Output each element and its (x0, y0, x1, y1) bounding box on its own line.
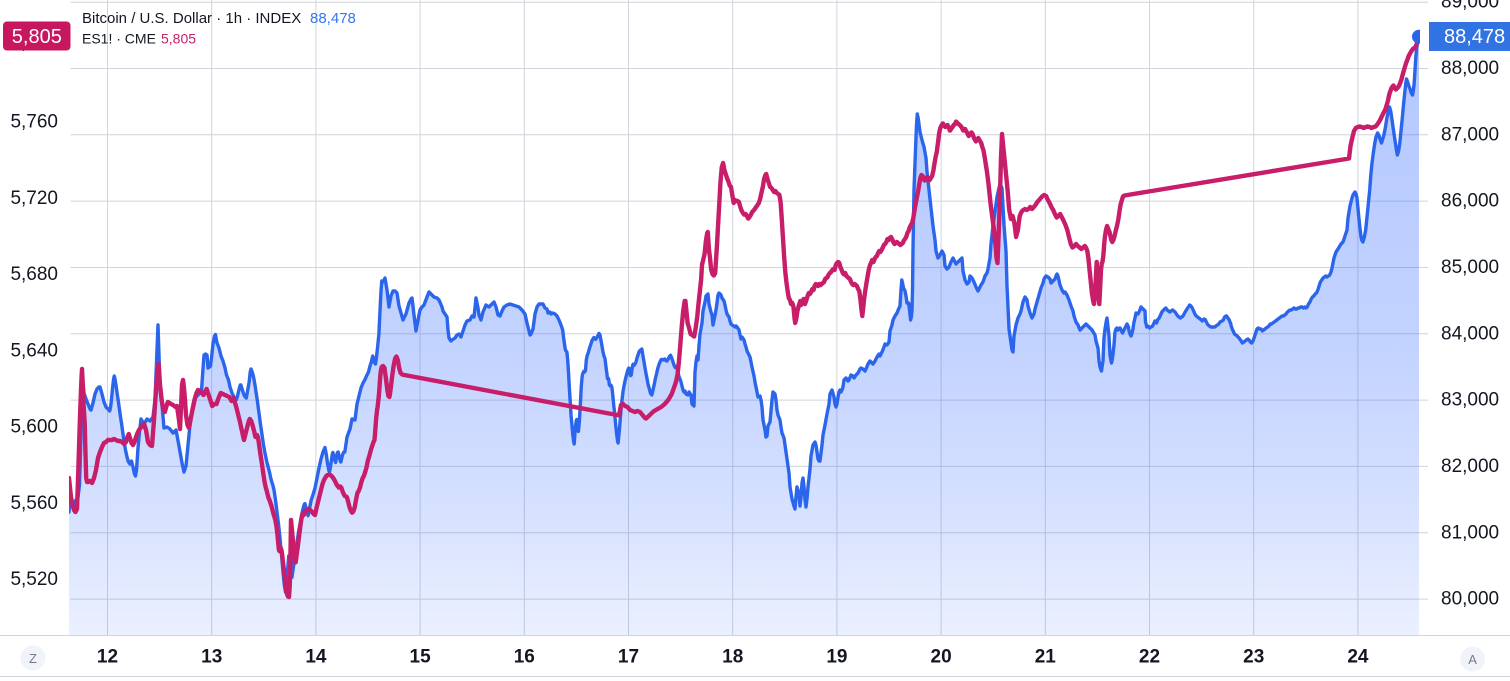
svg-text:5,805: 5,805 (161, 31, 196, 47)
svg-text:5,600: 5,600 (10, 417, 58, 438)
svg-text:5,520: 5,520 (10, 569, 58, 590)
svg-text:88,000: 88,000 (1441, 58, 1499, 79)
svg-text:83,000: 83,000 (1441, 390, 1499, 411)
svg-text:12: 12 (97, 646, 118, 667)
svg-text:88,478: 88,478 (1444, 26, 1505, 48)
svg-text:21: 21 (1035, 646, 1057, 667)
svg-text:82,000: 82,000 (1441, 456, 1499, 477)
svg-text:24: 24 (1347, 646, 1369, 667)
svg-text:16: 16 (514, 646, 535, 667)
svg-text:20: 20 (931, 646, 952, 667)
svg-text:22: 22 (1139, 646, 1160, 667)
svg-text:17: 17 (618, 646, 639, 667)
svg-text:87,000: 87,000 (1441, 124, 1499, 145)
svg-text:23: 23 (1243, 646, 1264, 667)
svg-text:86,000: 86,000 (1441, 191, 1499, 212)
svg-text:5,720: 5,720 (10, 188, 58, 209)
svg-text:88,478: 88,478 (310, 10, 356, 27)
svg-text:85,000: 85,000 (1441, 257, 1499, 278)
svg-text:Z: Z (29, 651, 37, 666)
svg-text:19: 19 (826, 646, 847, 667)
svg-text:ES1! · CME: ES1! · CME (82, 31, 156, 47)
svg-text:A: A (1468, 652, 1477, 667)
svg-text:13: 13 (201, 646, 222, 667)
svg-text:80,000: 80,000 (1441, 589, 1499, 610)
svg-text:89,000: 89,000 (1441, 0, 1499, 13)
svg-text:5,805: 5,805 (12, 26, 62, 48)
svg-text:5,640: 5,640 (10, 340, 58, 361)
svg-text:18: 18 (722, 646, 743, 667)
svg-text:5,760: 5,760 (10, 112, 58, 133)
svg-text:Bitcoin / U.S. Dollar · 1h · I: Bitcoin / U.S. Dollar · 1h · INDEX (82, 10, 301, 27)
svg-text:14: 14 (305, 646, 327, 667)
svg-text:5,560: 5,560 (10, 493, 58, 514)
svg-text:5,680: 5,680 (10, 264, 58, 285)
svg-text:15: 15 (410, 646, 432, 667)
svg-text:84,000: 84,000 (1441, 323, 1499, 344)
svg-text:81,000: 81,000 (1441, 522, 1499, 543)
